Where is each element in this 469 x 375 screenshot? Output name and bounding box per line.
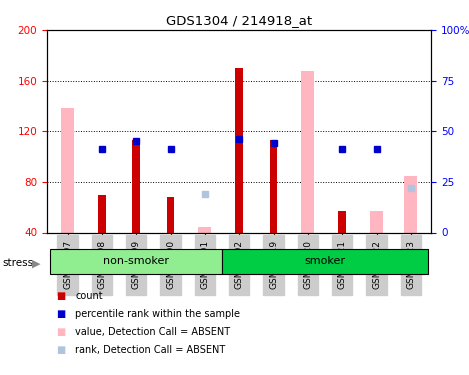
Text: value, Detection Call = ABSENT: value, Detection Call = ABSENT <box>75 327 230 337</box>
Bar <box>370 211 383 232</box>
Bar <box>98 195 106 232</box>
Bar <box>235 68 243 232</box>
Text: stress: stress <box>2 258 33 268</box>
Text: ■: ■ <box>56 327 66 337</box>
Bar <box>302 70 314 232</box>
FancyBboxPatch shape <box>222 249 428 274</box>
Bar <box>339 211 346 232</box>
Text: ■: ■ <box>56 309 66 319</box>
Text: ▶: ▶ <box>32 258 40 268</box>
Text: percentile rank within the sample: percentile rank within the sample <box>75 309 240 319</box>
Text: non-smoker: non-smoker <box>103 256 169 266</box>
Text: count: count <box>75 291 103 301</box>
Bar <box>270 140 277 232</box>
Text: rank, Detection Call = ABSENT: rank, Detection Call = ABSENT <box>75 345 225 355</box>
Text: ■: ■ <box>56 291 66 301</box>
Title: GDS1304 / 214918_at: GDS1304 / 214918_at <box>166 15 312 27</box>
Bar <box>167 197 174 232</box>
Bar <box>198 227 212 232</box>
Bar <box>61 108 74 232</box>
Text: ■: ■ <box>56 345 66 355</box>
Text: smoker: smoker <box>304 256 346 266</box>
Bar <box>132 140 140 232</box>
Bar <box>404 176 417 232</box>
FancyBboxPatch shape <box>50 249 222 274</box>
